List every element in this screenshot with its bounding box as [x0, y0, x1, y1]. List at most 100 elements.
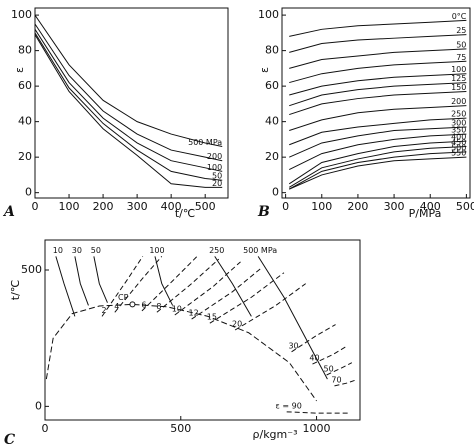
curve: [209, 272, 285, 324]
curve: [289, 19, 467, 37]
curve: [289, 90, 467, 116]
curve-label: 550: [451, 149, 466, 158]
y-tick-label: 0: [25, 186, 32, 199]
curve: [289, 117, 467, 146]
panel-label: B: [257, 204, 270, 220]
curve-label: 30: [72, 246, 82, 255]
curve-label: 50: [456, 40, 466, 49]
y-tick-label: 40: [265, 115, 279, 128]
x-tick-label: 500: [170, 422, 191, 435]
curve: [35, 29, 223, 172]
x-tick-label: 500: [456, 200, 474, 213]
curve-label: 0°C: [452, 12, 467, 21]
curve: [74, 256, 89, 306]
curve-label: ε = 90: [276, 401, 302, 410]
curve-label: 500 MPa: [188, 138, 222, 147]
x-tick-label: 400: [420, 200, 441, 213]
y-tick-label: 60: [265, 79, 279, 92]
y-tick-label: 40: [18, 115, 32, 128]
curve-label: 10: [172, 305, 182, 314]
x-tick-label: 500: [195, 200, 216, 213]
curve-label: 50: [212, 172, 222, 181]
curve: [45, 303, 317, 402]
curve-label: 100: [451, 65, 466, 74]
y-tick-label: 100: [258, 8, 279, 21]
y-tick-label: 500: [21, 263, 42, 276]
x-axis-label: P/MPa: [409, 207, 442, 220]
y-tick-label: 80: [18, 44, 32, 57]
y-tick-label: 0: [272, 186, 279, 199]
y-tick-label: 60: [18, 79, 32, 92]
x-tick-label: 300: [127, 200, 148, 213]
curve-label: 70: [331, 375, 341, 384]
y-axis-label: ε: [13, 67, 26, 73]
x-tick-label: 200: [93, 200, 114, 213]
curve: [35, 23, 223, 162]
curve: [288, 146, 467, 188]
x-tick-label: 300: [384, 200, 405, 213]
curve-label: 15: [207, 313, 217, 322]
curve: [288, 151, 467, 190]
curve: [93, 256, 108, 303]
x-tick-label: 100: [311, 200, 332, 213]
curve-label: 100: [207, 163, 222, 172]
curve-label: 20: [212, 179, 222, 188]
curve: [234, 283, 306, 331]
curve-label: 75: [456, 53, 466, 62]
curve-label: 500 MPa: [243, 246, 277, 255]
curve-label: 250: [209, 246, 224, 255]
x-tick-label: 100: [59, 200, 80, 213]
curve-label: 300: [451, 118, 466, 127]
curve-label: 125: [451, 74, 466, 83]
curve-label: 12: [189, 309, 199, 318]
curve: [156, 258, 220, 313]
curve: [101, 256, 144, 317]
curve-label: 450: [451, 138, 466, 147]
curve-label: 25: [456, 26, 466, 35]
y-axis-label: t/℃: [9, 280, 22, 300]
x-tick-label: 0: [282, 200, 289, 213]
curve-label: 400: [451, 133, 466, 142]
curve-label: 50: [91, 246, 101, 255]
x-tick-label: 400: [161, 200, 182, 213]
plot-frame: [34, 7, 229, 199]
curve: [291, 324, 336, 353]
curve-label: 4: [114, 302, 119, 311]
curve: [55, 256, 76, 317]
curve: [174, 261, 241, 316]
x-axis-label: t/℃: [175, 207, 195, 220]
y-tick-label: 20: [18, 150, 32, 163]
curve-label: 350: [451, 126, 466, 135]
curve: [289, 34, 467, 53]
curve: [35, 14, 223, 147]
plot-frame: [281, 7, 471, 199]
curve-label: 20: [232, 320, 242, 329]
curve-label: 2: [101, 306, 106, 315]
annotation: CP: [118, 293, 129, 302]
curve: [289, 133, 467, 171]
curve: [286, 411, 350, 414]
curve: [114, 256, 163, 313]
curve: [326, 362, 353, 376]
curve-label: 100: [149, 246, 164, 255]
critical-point: [129, 301, 136, 308]
curve-label: 8: [156, 302, 161, 311]
x-axis-label: ρ/kgm⁻³: [253, 428, 298, 441]
curve: [214, 256, 252, 317]
curve: [289, 60, 467, 84]
curve-label: 30: [288, 341, 298, 350]
x-tick-label: 1000: [303, 422, 331, 435]
curve-label: 200: [207, 152, 222, 161]
y-tick-label: 100: [11, 8, 32, 21]
curve: [289, 126, 467, 158]
y-tick-label: 0: [35, 399, 42, 412]
curve: [289, 156, 467, 190]
curve: [35, 34, 223, 188]
curve: [35, 32, 223, 181]
x-tick-label: 0: [32, 200, 39, 213]
curve: [141, 256, 198, 312]
x-tick-label: 0: [42, 422, 49, 435]
curve: [289, 73, 467, 96]
